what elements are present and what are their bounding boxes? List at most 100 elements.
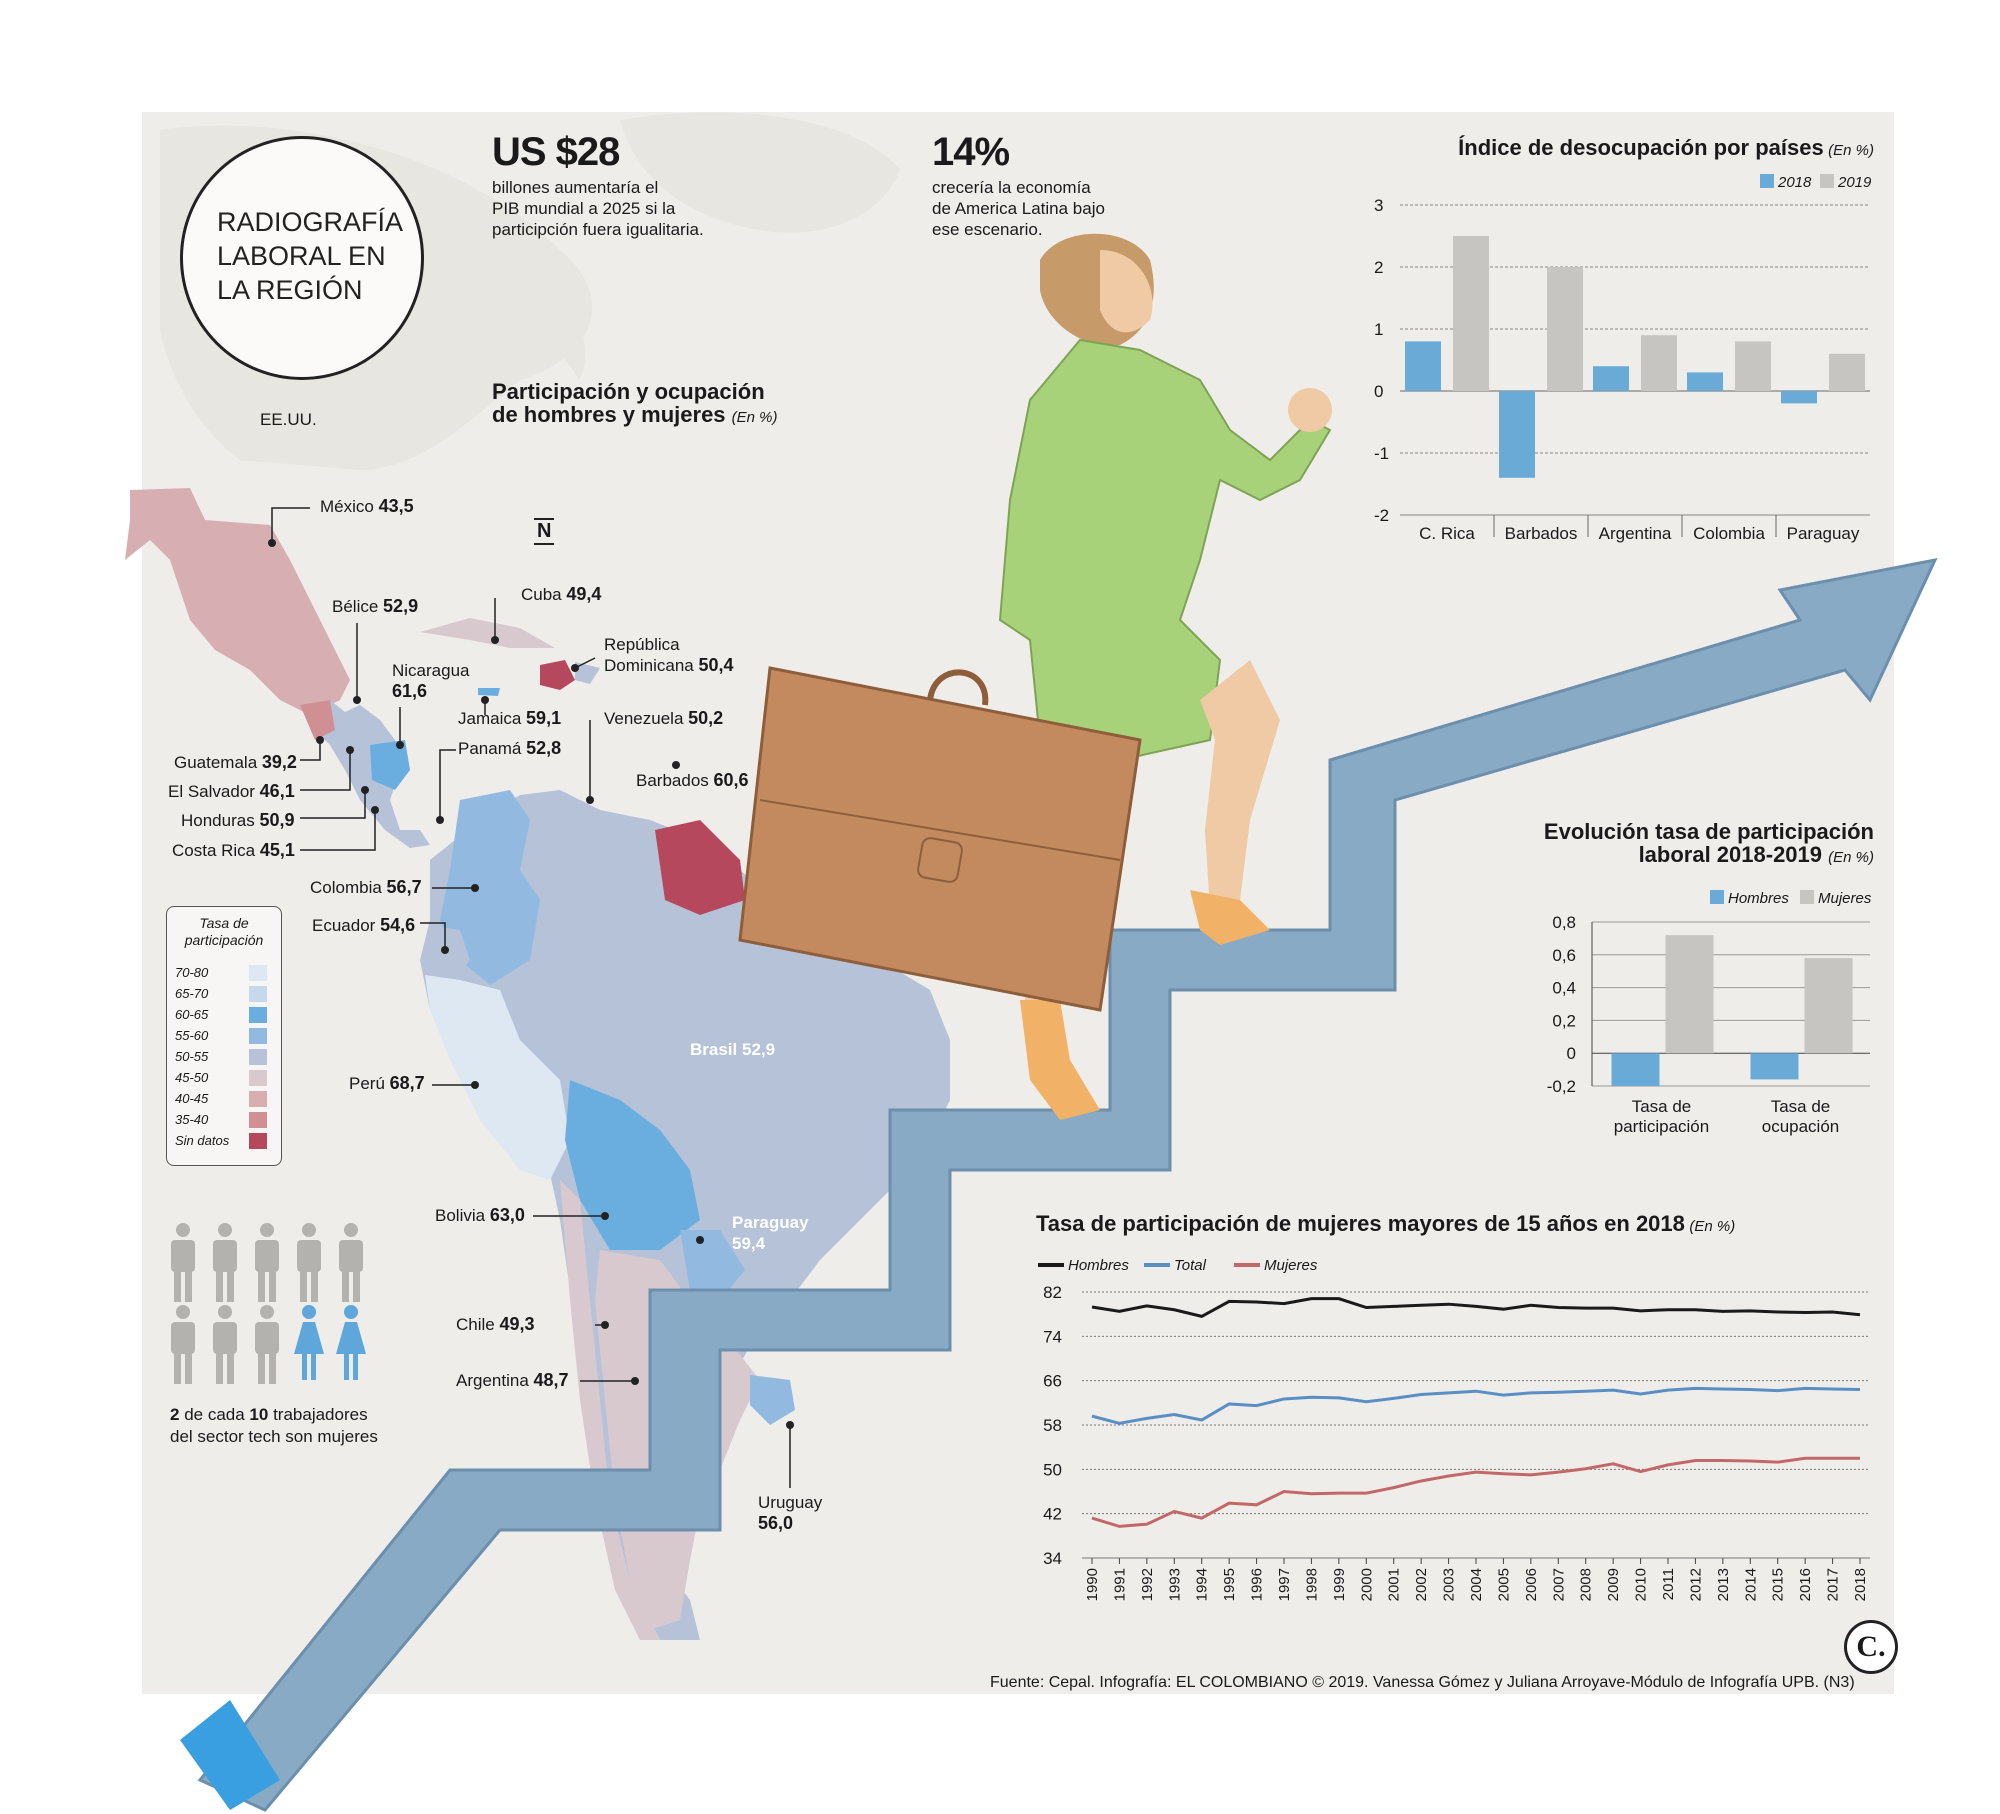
man-worker-icon [255, 1305, 279, 1384]
legend-swatch [1710, 890, 1724, 904]
tech-workers-icons [171, 1223, 366, 1384]
x-tick-label: Colombia [1693, 524, 1765, 543]
y-tick-label: 0,8 [1552, 913, 1576, 932]
label-peru: Perú 68,7 [349, 1073, 425, 1093]
bar-2018 [1499, 391, 1535, 478]
jamaica-shape [478, 688, 500, 696]
label-venezuela: Venezuela 50,2 [604, 708, 724, 728]
cuba-shape [420, 618, 555, 648]
x-tick-label: 1995 [1221, 1568, 1238, 1601]
uruguay-shape [750, 1375, 795, 1425]
legend-swatch [1800, 890, 1814, 904]
line-Total [1091, 1386, 1861, 1425]
x-tick-label: 1996 [1249, 1568, 1266, 1601]
paraguay-shape [680, 1230, 745, 1300]
title-badge: RADIOGRAFÍA LABORAL EN LA REGIÓN [180, 136, 424, 380]
label-colombia: Colombia 56,7 [310, 877, 422, 897]
chart-unemployment: 2018 2019 3 2 1 0 -1 -2 C. Rica Barbados Argentina… [1374, 174, 1872, 543]
chart2-legend: Hombres Mujeres [1710, 890, 1872, 907]
x-tick-label: 1994 [1194, 1568, 1211, 1601]
legend-label: 60-65 [175, 1007, 209, 1022]
y-tick-label: 0,4 [1552, 979, 1576, 998]
y-tick-label: 0 [1374, 382, 1383, 401]
x-tick-label: 2014 [1742, 1568, 1759, 1601]
guatemala-shape [300, 700, 335, 740]
chart1-title-wrap: Índice de desocupación por países (En %) [1380, 136, 1874, 160]
stat-growth-text-1: crecería la economía [932, 178, 1091, 197]
x-tick-label: 2002 [1413, 1568, 1430, 1601]
legend-label: 70-80 [175, 965, 209, 980]
x-tick-label: 1997 [1276, 1568, 1293, 1601]
legend-swatch [249, 965, 267, 981]
hispaniola-shape [540, 660, 575, 690]
stat-growth-value: 14% [932, 130, 1010, 174]
map-title-line-1: Participación y ocupación [492, 379, 765, 404]
bar-2019 [1453, 236, 1489, 391]
map-leader-dots [268, 539, 794, 1429]
y-tick-label: 2 [1374, 258, 1383, 277]
y-tick-label: 82 [1043, 1283, 1062, 1302]
legend-label: Sin datos [175, 1133, 230, 1148]
legend-swatch [1820, 174, 1834, 188]
bar-2019 [1547, 267, 1583, 391]
ecuador-shape [425, 925, 470, 985]
y-tick-label: 0 [1567, 1044, 1576, 1063]
map-legend: Tasa de participación 70-80 65-70 60-65 55-… [166, 906, 282, 1166]
legend-swatch [249, 1007, 267, 1023]
x-tick-label: 2016 [1797, 1568, 1814, 1601]
legend-swatch [249, 986, 267, 1002]
man-worker-icon [213, 1305, 237, 1384]
guyanas-shape [655, 820, 745, 915]
peru-shape [425, 975, 570, 1180]
label-el-salvador: El Salvador 46,1 [168, 781, 295, 801]
legend-label: 50-55 [175, 1049, 209, 1064]
legend-title-1: Tasa de [199, 915, 249, 931]
chart1-legend: 2018 2019 [1760, 174, 1872, 191]
stat-growth-text-3: ese escenario. [932, 220, 1043, 239]
tech-mid: de cada [179, 1405, 250, 1424]
x-tick-label: 2013 [1715, 1568, 1732, 1601]
x-tick-label: participación [1614, 1117, 1709, 1136]
legend-swatch [249, 1070, 267, 1086]
woman-worker-icon [336, 1305, 366, 1380]
briefcase [738, 666, 1142, 1012]
mexico-shape [125, 488, 350, 715]
x-tick-label: 2006 [1523, 1568, 1540, 1601]
legend-label: Total [1174, 1257, 1207, 1274]
label-belice: Bélice 52,9 [332, 596, 419, 616]
y-tick-label: -1 [1374, 444, 1389, 463]
legend-label: Hombres [1068, 1257, 1129, 1274]
chile-shape [560, 1180, 660, 1640]
x-tick-label: 2003 [1441, 1568, 1458, 1601]
y-tick-label: 1 [1374, 320, 1383, 339]
stat-gdp: US $28 billones aumentaría el PIB mundia… [492, 130, 704, 240]
colombia-shape [440, 790, 540, 985]
x-tick-label: Argentina [1599, 524, 1672, 543]
legend-title-2: participación [184, 932, 264, 948]
legend-swatch [249, 1112, 267, 1128]
y-tick-label: 34 [1043, 1549, 1062, 1568]
north-arrow-icon: N [534, 518, 555, 545]
x-tick-label: 1998 [1303, 1568, 1320, 1601]
chart2-title-2: laboral 2018-2019 [1638, 842, 1823, 867]
x-tick-label: 1991 [1111, 1568, 1128, 1601]
x-tick-label: 2011 [1660, 1568, 1677, 1600]
x-tick-label: 2000 [1358, 1568, 1375, 1601]
bar-2018 [1687, 372, 1723, 391]
man-worker-icon [297, 1223, 321, 1302]
chart-women-participation: Hombres Total Mujeres 82 74 66 58 50 42 34 1990 199… [1038, 1257, 1870, 1601]
label-paraguay: Paraguay 59,4 [732, 1213, 809, 1253]
nicaragua-shape [370, 740, 410, 790]
stair-highlight [180, 1700, 280, 1810]
label-dominicana: República Dominicana 50,4 [604, 635, 734, 675]
x-tick-label: 1990 [1084, 1568, 1101, 1601]
label-jamaica: Jamaica 59,1 [458, 708, 562, 728]
chart1-title: Índice de desocupación por países [1458, 135, 1824, 160]
x-tick-label: 2008 [1578, 1568, 1595, 1601]
title-line-2: LABORAL EN [217, 241, 386, 271]
y-tick-label: 74 [1043, 1327, 1062, 1346]
stat-gdp-text-3: participción fuera igualitaria. [492, 220, 704, 239]
label-ecuador: Ecuador 54,6 [312, 915, 416, 935]
stat-gdp-text-2: PIB mundial a 2025 si la [492, 199, 676, 218]
man-worker-icon [255, 1223, 279, 1302]
